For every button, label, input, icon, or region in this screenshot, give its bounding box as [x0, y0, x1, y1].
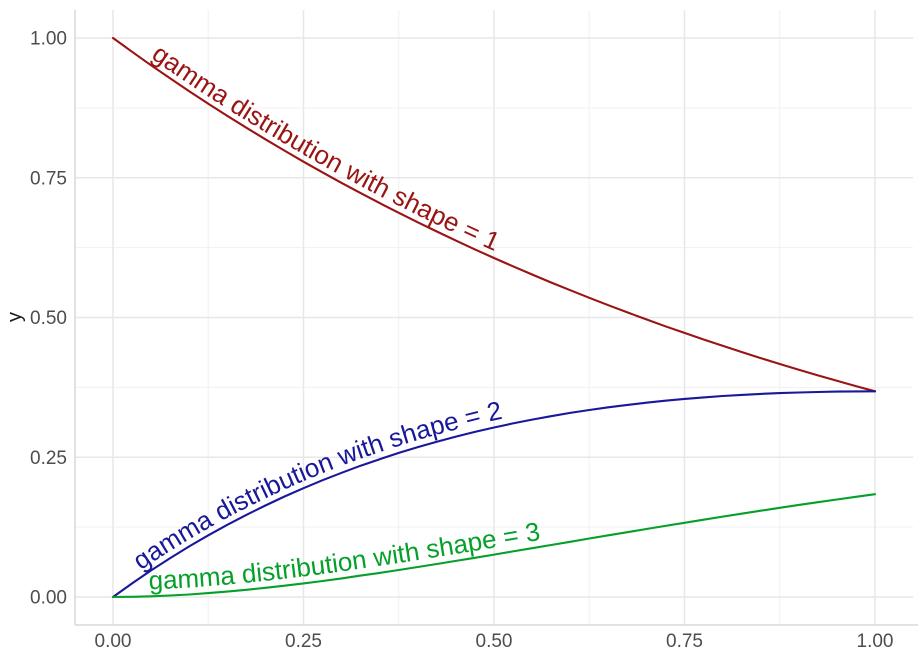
y-tick-label: 1.00 [30, 29, 67, 50]
curve-shape-1 [111, 36, 877, 393]
curve-lines [111, 36, 877, 599]
x-tick-label: 0.75 [666, 631, 703, 652]
x-tick-label: 0.50 [476, 631, 513, 652]
y-axis-title: y [4, 312, 26, 322]
curve-shape-2 [111, 390, 877, 599]
x-tick-label: 0.00 [95, 631, 132, 652]
x-axis-tick-labels: 0.00 0.25 0.50 0.75 1.00 [95, 631, 894, 652]
y-tick-label: 0.25 [30, 448, 67, 469]
axis-lines [74, 10, 918, 626]
y-tick-label: 0.50 [30, 308, 67, 329]
y-tick-label: 0.75 [30, 168, 67, 189]
x-tick-label: 0.25 [285, 631, 322, 652]
major-gridlines [75, 10, 913, 625]
curve-shape-3 [111, 493, 877, 599]
x-tick-label: 1.00 [857, 631, 894, 652]
curve-label-shape-1: gamma distribution with shape = 1 [147, 38, 505, 257]
y-axis-tick-labels: 0.00 0.25 0.50 0.75 1.00 [30, 29, 67, 609]
y-tick-label: 0.00 [30, 588, 67, 609]
